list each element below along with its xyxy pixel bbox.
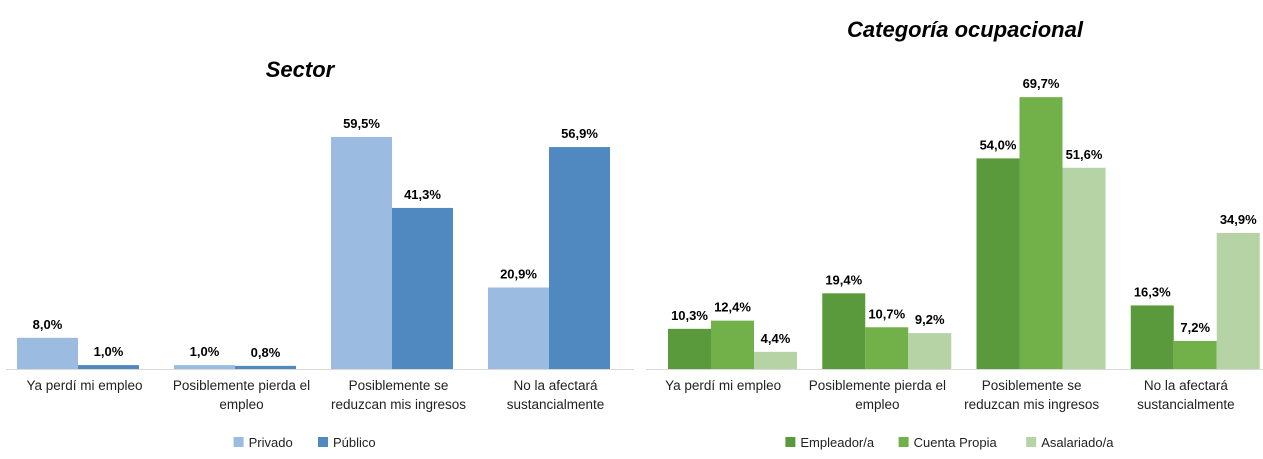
bar-asalariado-a-0	[754, 351, 797, 369]
data-label: 20,9%	[500, 266, 537, 281]
bar-empleador-a-2	[976, 158, 1020, 369]
data-label: 56,9%	[561, 126, 598, 141]
bar-asalariado-a-3	[1216, 232, 1260, 369]
chart-title: Sector	[266, 57, 336, 82]
bar-cuenta-propia-3	[1173, 340, 1217, 369]
bar-empleador-a-0	[668, 328, 711, 369]
bar-p-blico-0	[78, 365, 139, 369]
data-label: 12,4%	[714, 300, 751, 315]
legend-label: Asalariado/a	[1041, 435, 1114, 450]
legend-label: Empleador/a	[800, 435, 874, 450]
data-label: 41,3%	[404, 187, 441, 202]
bar-p-blico-2	[392, 207, 453, 369]
data-label: 4,4%	[761, 331, 791, 346]
data-label: 19,4%	[825, 272, 862, 287]
category-label: Posiblemente se reduzcan mis ingresos	[331, 378, 466, 412]
legend-label: Privado	[249, 435, 293, 450]
data-label: 10,3%	[671, 308, 708, 323]
legend-swatch	[898, 437, 909, 447]
chart-title: Categoría ocupacional	[847, 17, 1084, 42]
bar-asalariado-a-1	[908, 333, 952, 369]
data-label: 69,7%	[1023, 76, 1060, 91]
legend-swatch	[318, 437, 328, 447]
data-label: 16,3%	[1134, 284, 1171, 299]
category-label: Ya perdí mi empleo	[665, 378, 781, 393]
bar-empleador-a-3	[1130, 305, 1174, 369]
data-label: 51,6%	[1066, 147, 1103, 162]
data-label: 8,0%	[33, 317, 63, 332]
bar-p-blico-3	[549, 147, 610, 369]
bar-cuenta-propia-1	[865, 327, 909, 369]
data-label: 1,0%	[190, 344, 220, 359]
bar-privado-1	[174, 365, 235, 369]
bar-empleador-a-1	[822, 293, 866, 369]
data-label: 10,7%	[868, 306, 905, 321]
data-label: 7,2%	[1180, 320, 1210, 335]
data-label: 0,8%	[251, 345, 281, 360]
category-label: Posiblemente pierda el empleo	[809, 378, 946, 412]
legend-swatch	[785, 437, 796, 447]
category-label: Ya perdí mi empleo	[26, 378, 142, 393]
data-label: 9,2%	[915, 312, 945, 327]
bar-privado-0	[17, 337, 78, 369]
chart-1: Categoría ocupacional 10,3% 12,4% 4,4% Ya pe…	[646, 17, 1263, 450]
category-label: Posiblemente se reduzcan mis ingresos	[964, 378, 1099, 412]
data-label: 54,0%	[980, 137, 1017, 152]
category-label: No la afectará sustancialmente	[507, 378, 605, 412]
legend-label: Cuenta Propia	[914, 435, 998, 450]
legend: Empleador/a Cuenta Propia Asalariado/a	[785, 435, 1114, 450]
bar-p-blico-1	[235, 365, 296, 369]
chart-0: Sector 8,0% 1,0% Ya perdí mi empleo 1,0% 0,8%…	[6, 57, 634, 450]
bar-asalariado-a-2	[1062, 167, 1106, 369]
legend-swatch	[233, 437, 244, 447]
category-label: No la afectará sustancialmente	[1137, 378, 1235, 412]
legend: Privado Público	[233, 435, 376, 450]
bar-privado-3	[488, 287, 549, 369]
bar-cuenta-propia-2	[1019, 97, 1063, 370]
category-label: Posiblemente pierda el empleo	[173, 378, 310, 412]
data-label: 59,5%	[343, 116, 380, 131]
bar-privado-2	[331, 136, 392, 369]
data-label: 34,9%	[1220, 212, 1257, 227]
bar-cuenta-propia-0	[711, 320, 754, 369]
data-label: 1,0%	[94, 344, 124, 359]
legend-swatch	[1026, 437, 1037, 447]
legend-label: Público	[333, 435, 376, 450]
